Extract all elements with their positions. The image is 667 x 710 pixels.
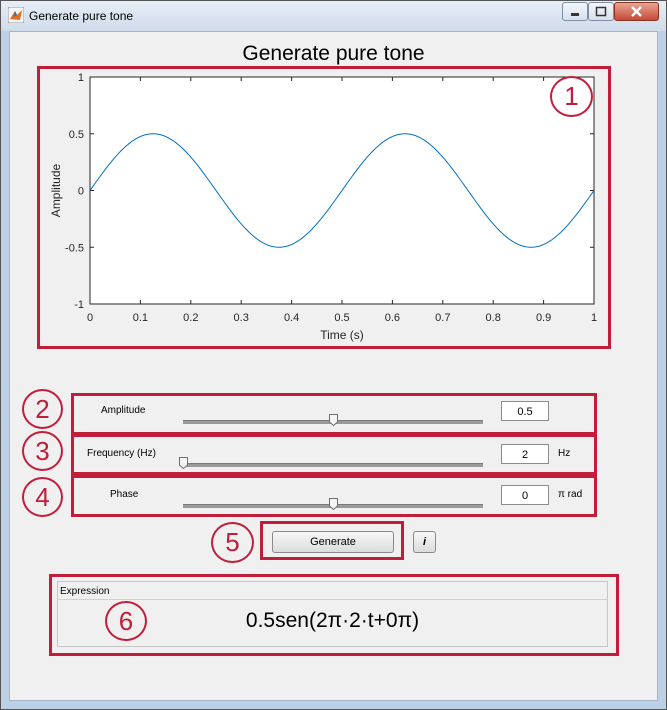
x-tick-label: 0	[87, 312, 93, 324]
info-button[interactable]: i	[413, 531, 436, 553]
close-icon	[631, 6, 642, 17]
y-tick-label: -0.5	[65, 242, 84, 254]
expression-text: 0.5sen(2π·2·t+0π)	[245, 609, 420, 632]
figure-title: Generate pure tone	[242, 42, 425, 65]
callout-badge-6: 6	[105, 601, 147, 641]
y-tick-label: 1	[78, 72, 84, 84]
callout-frame-phase	[71, 475, 597, 517]
y-tick-label: 0.5	[69, 129, 84, 141]
maximize-button[interactable]	[588, 2, 614, 21]
title-bar[interactable]: Generate pure tone	[1, 1, 666, 31]
callout-frame-expression	[49, 574, 619, 656]
callout-frame-generate	[260, 521, 404, 560]
x-tick-label: 0.3	[234, 312, 249, 324]
x-tick-label: 0.9	[536, 312, 551, 324]
y-tick-label: 0	[78, 186, 84, 198]
amplitude-slider[interactable]	[183, 414, 483, 428]
x-tick-label: 0.4	[284, 312, 299, 324]
phase-label: Phase	[110, 489, 139, 500]
maximize-icon	[595, 6, 607, 17]
slider-thumb[interactable]	[329, 498, 338, 510]
y-axis-label: Amplitude	[49, 164, 63, 218]
minimize-button[interactable]	[562, 2, 588, 21]
y-tick-label: -1	[74, 299, 84, 311]
x-tick-label: 0.1	[133, 312, 148, 324]
matlab-app-icon	[8, 7, 24, 23]
generate-button[interactable]: Generate	[272, 531, 394, 553]
slider-track	[183, 463, 483, 467]
phase-slider[interactable]	[183, 498, 483, 512]
series-line	[89, 133, 595, 248]
close-window-button[interactable]	[614, 2, 659, 21]
slider-thumb[interactable]	[179, 457, 188, 469]
callout-badge-3: 3	[22, 431, 63, 471]
callout-badge-2: 2	[22, 389, 63, 429]
x-tick-label: 0.2	[183, 312, 198, 324]
callout-badge-4: 4	[22, 477, 63, 517]
expression-panel-title: Expression	[60, 586, 110, 597]
frequency-slider[interactable]	[179, 457, 483, 471]
phase-input[interactable]: 0	[501, 485, 549, 505]
expression-panel	[57, 581, 608, 647]
x-tick-label: 0.7	[435, 312, 450, 324]
x-axis-label: Time (s)	[320, 328, 364, 342]
callout-frame-amplitude	[71, 393, 597, 435]
x-tick-label: 0.6	[385, 312, 400, 324]
panel-divider	[58, 599, 607, 600]
callout-frame-plot	[37, 66, 611, 349]
amplitude-label: Amplitude	[101, 405, 146, 416]
window-title: Generate pure tone	[29, 9, 134, 23]
callout-badge-1: 1	[550, 76, 593, 117]
x-tick-label: 1	[591, 312, 597, 324]
frequency-input[interactable]: 2	[501, 444, 549, 464]
callout-badge-5: 5	[211, 522, 254, 563]
callout-frame-frequency	[71, 434, 597, 475]
frequency-label: Frequency (Hz)	[87, 448, 156, 459]
x-tick-label: 0.8	[486, 312, 501, 324]
slider-thumb[interactable]	[329, 414, 338, 426]
x-tick-label: 0.5	[334, 312, 349, 324]
minimize-icon	[571, 13, 579, 16]
frequency-unit: Hz	[558, 448, 571, 459]
phase-unit: π rad	[558, 489, 583, 500]
amplitude-input[interactable]: 0.5	[501, 401, 549, 421]
